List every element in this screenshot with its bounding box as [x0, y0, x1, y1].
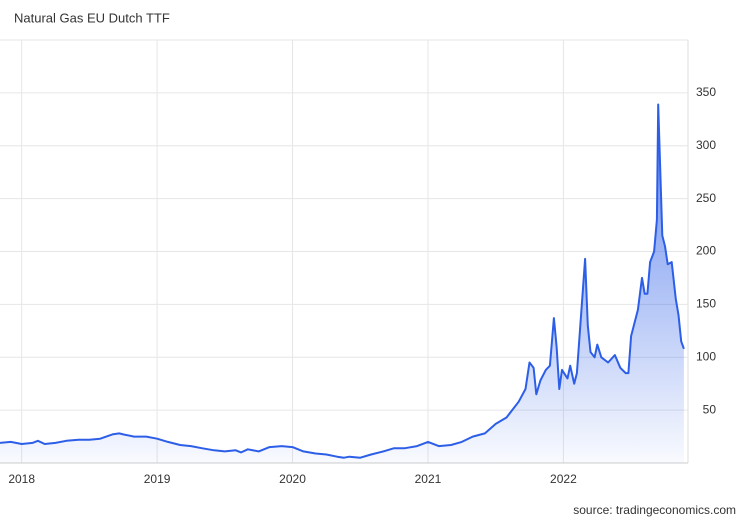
- y-tick-label: 100: [696, 349, 716, 363]
- x-tick-label: 2021: [415, 472, 442, 486]
- source: source: tradingeconomics.com: [573, 503, 736, 517]
- chart-title: Natural Gas EU Dutch TTF: [14, 10, 170, 25]
- y-tick-label: 300: [696, 138, 716, 152]
- area: [0, 104, 684, 463]
- x-tick-label: 2022: [550, 472, 577, 486]
- y-tick-label: 150: [696, 297, 716, 311]
- y-tick-label: 50: [703, 402, 717, 416]
- line: [0, 103, 685, 459]
- y-tick-label: 200: [696, 244, 716, 258]
- x-tick-label: 2020: [279, 472, 306, 486]
- y-tick-label: 250: [696, 191, 716, 205]
- x-tick-label: 2019: [144, 472, 171, 486]
- x-tick-label: 2018: [8, 472, 35, 486]
- y-tick-label: 350: [696, 85, 716, 99]
